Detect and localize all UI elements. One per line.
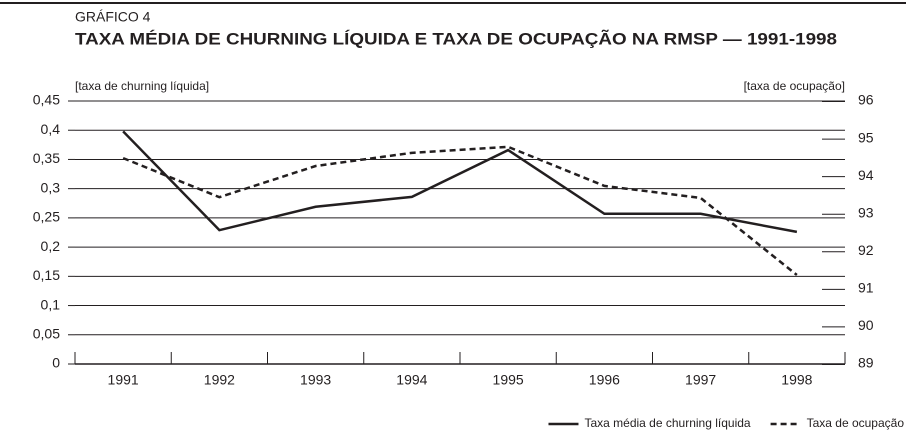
x-tick-label: 1991 (108, 372, 139, 388)
y-tick-label: 0,2 (41, 238, 61, 254)
y2-tick-label: 94 (858, 167, 874, 183)
y-tick-label: 0,25 (33, 209, 60, 225)
y2-axis-label: [taxa de ocupação] (744, 79, 845, 93)
x-tick-label: 1995 (493, 372, 524, 388)
x-tick-label: 1993 (300, 372, 331, 388)
y2-tick-label: 89 (858, 355, 874, 371)
x-tick-label: 1994 (396, 372, 427, 388)
y2-tick-label: 95 (858, 129, 874, 145)
y-tick-label: 0,1 (41, 296, 61, 312)
y2-tick-label: 93 (858, 204, 874, 220)
y-tick-label: 0 (52, 355, 60, 371)
x-tick-label: 1996 (589, 372, 620, 388)
x-tick-label: 1992 (204, 372, 235, 388)
y-tick-label: 0,35 (33, 150, 60, 166)
data-line (122, 145, 798, 276)
y-tick-label: 0,05 (33, 325, 60, 341)
chart-title: TAXA MÉDIA DE CHURNING LÍQUIDA E TAXA DE… (75, 28, 837, 48)
y-tick-label: 0,45 (33, 92, 60, 108)
y2-tick-label: 96 (858, 92, 874, 108)
x-tick-label: 1998 (781, 372, 812, 388)
chart-kicker: GRÁFICO 4 (75, 9, 151, 25)
y2-tick-label: 90 (858, 317, 874, 333)
y2-tick-label: 92 (858, 242, 874, 258)
y-axis-label: [taxa de churning líquida] (75, 79, 209, 93)
y-tick-label: 0,3 (41, 179, 61, 195)
legend-label: Taxa de ocupação (807, 416, 905, 430)
x-tick-label: 1997 (685, 372, 716, 388)
data-line (122, 130, 798, 234)
y-tick-label: 0,15 (33, 267, 60, 283)
y2-tick-label: 91 (858, 280, 874, 296)
y-tick-label: 0,4 (41, 121, 61, 137)
legend-label: Taxa média de churning líquida (584, 416, 750, 430)
